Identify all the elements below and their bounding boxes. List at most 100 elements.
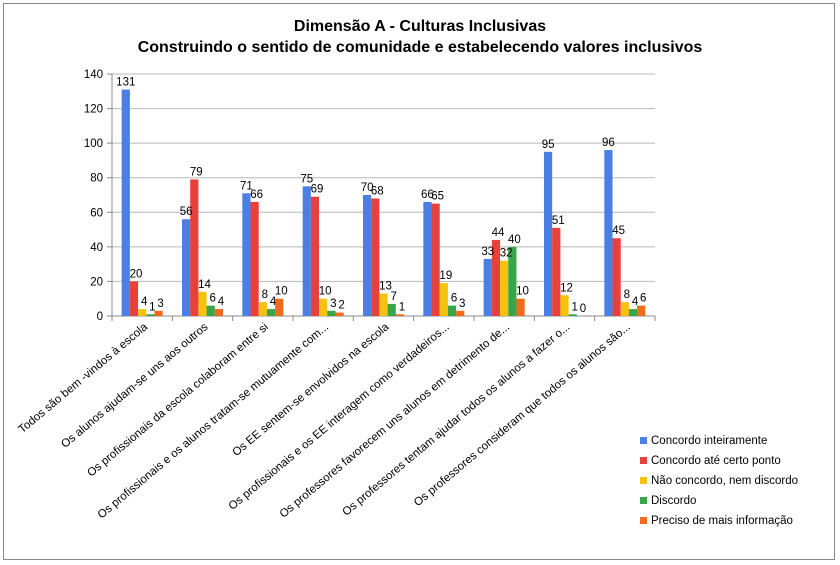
data-label: 95 (542, 139, 555, 151)
data-label: 66 (250, 189, 263, 201)
bar (371, 198, 380, 316)
bar (628, 309, 638, 316)
data-label: 44 (492, 227, 505, 239)
y-tick-label: 0 (97, 311, 103, 323)
data-label: 2 (338, 300, 344, 312)
bar (214, 309, 223, 316)
data-label: 13 (379, 281, 392, 293)
gridlines (112, 73, 655, 282)
data-label: 20 (130, 268, 143, 280)
data-label: 4 (141, 296, 148, 308)
legend-label: Preciso de mais informação (651, 515, 793, 527)
data-label: 3 (459, 298, 465, 310)
y-tick-label: 20 (90, 276, 103, 288)
bar (310, 196, 320, 316)
data-label: 1 (571, 301, 577, 313)
bar (552, 227, 561, 316)
data-label: 4 (632, 296, 639, 308)
bar (335, 312, 344, 316)
bar (206, 305, 215, 316)
data-label: 19 (439, 270, 452, 282)
y-tick-label: 80 (90, 173, 103, 185)
bar (508, 246, 517, 316)
data-label: 71 (240, 180, 253, 192)
data-label: 45 (612, 225, 625, 237)
legend-label: Discordo (651, 495, 696, 507)
data-label: 8 (262, 289, 268, 301)
data-label: 69 (311, 184, 324, 196)
bars (121, 89, 646, 316)
data-label: 14 (198, 279, 211, 291)
category-label: Todos são bem -vindos à escola (17, 321, 151, 436)
bar (395, 314, 404, 316)
data-label: 131 (116, 77, 135, 89)
bar (612, 238, 621, 316)
data-label: 0 (580, 303, 586, 315)
category-label: Os professores consideram que todos os a… (412, 321, 633, 509)
bar (447, 305, 457, 316)
data-label: 10 (319, 286, 332, 298)
legend-swatch (640, 437, 647, 444)
bar (275, 298, 284, 316)
y-tick-label: 60 (90, 207, 103, 219)
bar (327, 310, 336, 316)
data-label: 33 (481, 246, 494, 258)
data-label: 7 (390, 291, 396, 303)
chart-title: Dimensão A - Culturas Inclusivas (294, 18, 546, 35)
data-label: 6 (451, 293, 457, 305)
bar (560, 295, 569, 316)
data-label: 66 (421, 189, 434, 201)
data-label: 96 (602, 137, 615, 149)
bar (258, 302, 267, 316)
bar (319, 298, 328, 316)
data-label: 75 (300, 173, 313, 185)
data-label: 32 (500, 248, 513, 260)
legend-swatch (640, 517, 647, 524)
bar (363, 195, 372, 316)
legend-label: Não concordo, nem discordo (651, 475, 798, 487)
bar (190, 179, 199, 316)
data-label: 8 (624, 289, 630, 301)
bar (198, 291, 207, 316)
y-tick-label: 100 (84, 138, 103, 150)
chart-subtitle: Construindo o sentido de comunidade e es… (138, 39, 703, 56)
data-label: 3 (330, 298, 336, 310)
bar (121, 89, 130, 316)
data-label: 1 (149, 301, 155, 313)
data-label: 51 (552, 215, 565, 227)
data-label: 70 (361, 182, 374, 194)
bar (250, 201, 259, 316)
bar (637, 305, 646, 316)
legend: Concordo inteiramente Concordo até certo … (640, 435, 798, 527)
bar (242, 193, 251, 316)
bar (266, 309, 276, 316)
y-tick-label: 140 (84, 69, 103, 81)
data-label: 40 (508, 234, 521, 246)
legend-label: Concordo até certo ponto (651, 455, 781, 467)
category-label: Os professores favorecem uns alunos em d… (278, 321, 512, 520)
bar (387, 303, 396, 316)
bar (516, 298, 525, 316)
bar (620, 302, 629, 316)
data-label: 4 (218, 296, 225, 308)
data-label: 1 (399, 301, 405, 313)
legend-label: Concordo inteiramente (651, 435, 767, 447)
data-label: 12 (560, 282, 573, 294)
bar (500, 260, 509, 316)
category-label: Os profissionais e os alunos tratam-se m… (96, 321, 331, 521)
bar (154, 310, 163, 316)
bar (379, 293, 388, 316)
bar (302, 186, 311, 316)
bar (568, 314, 577, 316)
data-label: 56 (180, 206, 193, 218)
y-tick-label: 120 (84, 104, 103, 116)
bar (544, 151, 553, 316)
data-label: 79 (190, 166, 203, 178)
legend-swatch (640, 457, 647, 464)
bar (182, 219, 191, 316)
y-tick-label: 40 (90, 242, 103, 254)
category-label: Os profissionais e os EE interagem como … (227, 321, 452, 513)
bar (146, 314, 155, 316)
